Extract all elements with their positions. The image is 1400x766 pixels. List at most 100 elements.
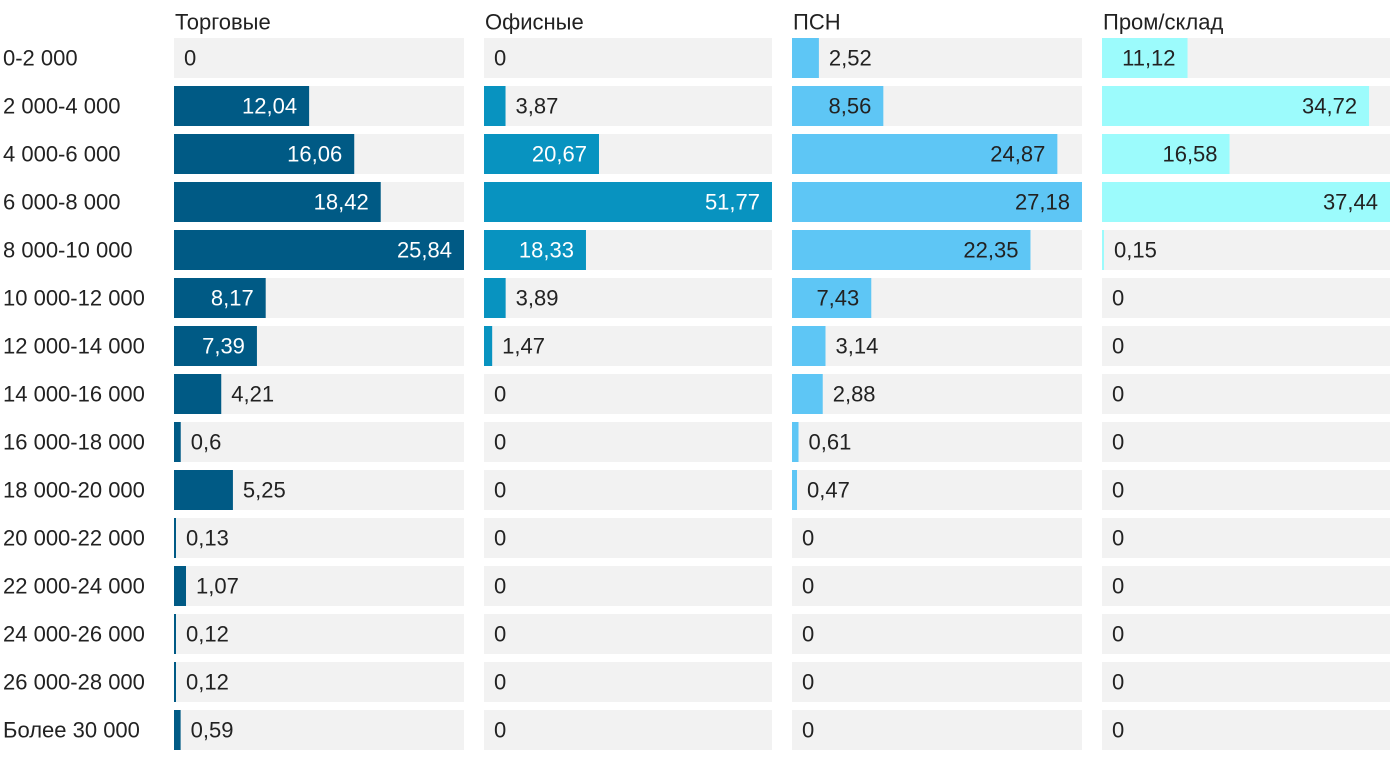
panel-4: 11,12 34,72 16,58 37,44 0,15 0 0 0 0 0 0 0 0 0 0: [1102, 38, 1390, 750]
value-label: 18,33: [519, 238, 574, 263]
bar: [792, 278, 872, 318]
bar: [174, 470, 233, 510]
value-label: 0: [494, 382, 506, 407]
value-label: 4,21: [231, 382, 274, 407]
bar: [174, 710, 181, 750]
bar: [484, 182, 772, 222]
bar: [484, 86, 506, 126]
bar-background: [1102, 230, 1390, 270]
bar-background: [174, 614, 464, 654]
bar: [1102, 182, 1390, 222]
value-label: 20,67: [532, 142, 587, 167]
bar-background: [792, 38, 1082, 78]
value-label: 2,88: [833, 382, 876, 407]
bar: [792, 374, 823, 414]
value-label: 8,17: [211, 286, 254, 311]
category-label: 14 000-16 000: [3, 382, 145, 407]
bar: [792, 326, 826, 366]
value-label: 1,47: [502, 334, 545, 359]
bar-background: [792, 470, 1082, 510]
bar-background: [792, 518, 1082, 558]
value-label: 0: [494, 670, 506, 695]
bar-background: [484, 710, 772, 750]
bar: [1102, 134, 1230, 174]
value-label: 0: [1112, 526, 1124, 551]
bar: [174, 422, 181, 462]
bar: [174, 182, 381, 222]
value-label: 11,12: [1122, 46, 1175, 71]
value-label: 0: [802, 574, 814, 599]
bar: [792, 86, 884, 126]
value-label: 8,56: [829, 94, 872, 119]
value-label: 24,87: [990, 142, 1045, 167]
value-label: 0,12: [186, 670, 229, 695]
bar: [174, 374, 222, 414]
panel-title: Пром/склад: [1103, 10, 1223, 35]
value-label: 3,89: [516, 286, 559, 311]
bar-background: [484, 278, 772, 318]
panel-2: 0 3,87 20,67 51,77 18,33 3,89 1,47 0 0 0 0 0 0 0 0: [484, 38, 772, 750]
bar: [484, 134, 599, 174]
value-label: 0,12: [186, 622, 229, 647]
value-label: 0,47: [807, 478, 850, 503]
bar-background: [174, 662, 464, 702]
bar: [792, 182, 1082, 222]
bar-background: [1102, 374, 1390, 414]
value-label: 0: [1112, 286, 1124, 311]
value-label: 0: [494, 430, 506, 455]
value-label: 0: [1112, 430, 1124, 455]
category-label: 12 000-14 000: [3, 334, 145, 359]
category-label: 6 000-8 000: [3, 190, 120, 215]
bar-background: [1102, 566, 1390, 606]
bar: [174, 566, 187, 606]
category-label: 24 000-26 000: [3, 622, 145, 647]
bar-background: [792, 710, 1082, 750]
category-label: 18 000-20 000: [3, 478, 145, 503]
bar: [174, 662, 176, 702]
panel-3: 2,52 8,56 24,87 27,18 22,35 7,43 3,14 2,88 0,61 0…: [792, 38, 1082, 750]
value-label: 0,15: [1114, 238, 1157, 263]
bar-background: [1102, 278, 1390, 318]
value-label: 27,18: [1015, 190, 1070, 215]
bar-background: [792, 566, 1082, 606]
value-label: 0,13: [186, 526, 229, 551]
bar: [484, 278, 506, 318]
bar-background: [174, 710, 464, 750]
bar-background: [174, 374, 464, 414]
value-label: 0: [1112, 334, 1124, 359]
value-label: 3,87: [516, 94, 559, 119]
bar-background: [484, 566, 772, 606]
bar: [1102, 38, 1188, 78]
bar: [1102, 86, 1370, 126]
bar-background: [1102, 518, 1390, 558]
bar-background: [792, 422, 1082, 462]
value-label: 12,04: [242, 94, 297, 119]
category-label: 22 000-24 000: [3, 574, 145, 599]
bar: [484, 326, 493, 366]
category-label: 2 000-4 000: [3, 94, 120, 119]
bar-background: [1102, 662, 1390, 702]
value-label: 2,52: [829, 46, 872, 71]
category-label: 20 000-22 000: [3, 526, 145, 551]
value-label: 25,84: [397, 238, 452, 263]
bar: [174, 230, 464, 270]
value-label: 0,59: [191, 718, 234, 743]
value-label: 0: [494, 718, 506, 743]
bar: [792, 470, 798, 510]
value-label: 0: [1112, 622, 1124, 647]
value-label: 34,72: [1302, 94, 1357, 119]
value-label: 0: [802, 622, 814, 647]
category-label: 16 000-18 000: [3, 430, 145, 455]
panel-title: Торговые: [175, 10, 271, 35]
bar-background: [484, 86, 772, 126]
value-label: 0: [802, 670, 814, 695]
value-label: 0,61: [809, 430, 852, 455]
value-label: 0: [1112, 382, 1124, 407]
bar: [484, 230, 586, 270]
panel-titles: Торговые Офисные ПСН Пром/склад: [175, 10, 1223, 35]
bar-background: [484, 614, 772, 654]
bar: [792, 38, 819, 78]
bar-background: [1102, 614, 1390, 654]
panel-title: ПСН: [793, 10, 841, 35]
